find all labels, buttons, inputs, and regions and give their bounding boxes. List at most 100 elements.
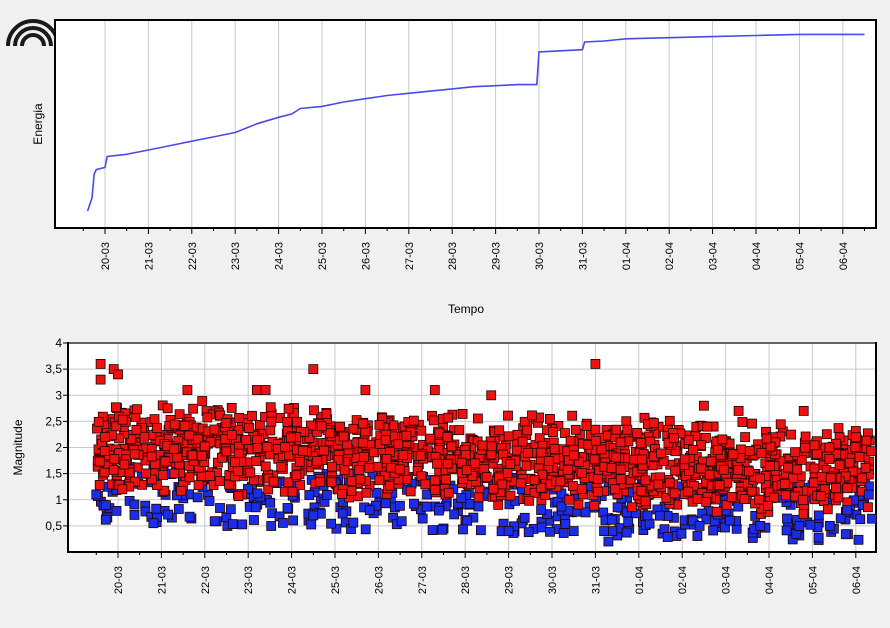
magnitude-point-red [374, 475, 385, 486]
magnitude-point-blue [98, 500, 109, 511]
magnitude-point-blue [107, 486, 118, 497]
magnitude-point-red [405, 486, 416, 497]
magnitude-point-red [821, 429, 832, 440]
magnitude-point-red [736, 458, 747, 469]
magnitude-point-red [470, 458, 480, 469]
magnitude-point-red [254, 433, 264, 444]
magnitude-point-red [714, 461, 725, 472]
magnitude-point-red [810, 449, 821, 460]
magnitude-point-red [197, 396, 208, 406]
magnitude-point-red [857, 473, 868, 484]
magnitude-point-blue [640, 511, 651, 522]
magnitude-point-red [225, 443, 235, 454]
magnitude-point-red [812, 448, 822, 459]
magnitude-point-red [619, 440, 630, 451]
magnitude-point-red [346, 481, 357, 492]
magnitude-point-red [175, 467, 186, 478]
magnitude-point-red [646, 417, 657, 428]
magnitude-point-red [681, 474, 691, 485]
magnitude-point-blue [638, 525, 649, 535]
magnitude-point-red [636, 486, 647, 496]
magnitude-point-red [594, 473, 605, 483]
magnitude-point-red [155, 458, 166, 469]
magnitude-point-red [617, 452, 628, 463]
magnitude-point-red [385, 480, 395, 491]
magnitude-point-blue [559, 514, 570, 525]
magnitude-point-red [389, 455, 400, 466]
magnitude-point-notable [117, 484, 128, 495]
magnitude-point-red [118, 443, 129, 454]
magnitude-point-red [796, 454, 807, 465]
magnitude-point-red [225, 422, 236, 433]
magnitude-point-red [351, 459, 362, 470]
magnitude-point-red [326, 461, 337, 472]
magnitude-point-red [192, 449, 203, 460]
magnitude-point-blue [632, 482, 643, 493]
magnitude-point-red [818, 457, 829, 468]
magnitude-point-blue [462, 515, 473, 526]
magnitude-point-red [527, 410, 537, 421]
magnitude-point-red [439, 464, 450, 475]
magnitude-point-red [480, 442, 491, 453]
magnitude-point-blue [670, 493, 681, 504]
magnitude-point-red [726, 491, 737, 502]
magnitude-point-red [92, 455, 103, 466]
magnitude-point-red [686, 479, 697, 490]
magnitude-point-blue [669, 512, 679, 523]
magnitude-point-red [268, 476, 279, 487]
magnitude-point-red [203, 438, 214, 449]
magnitude-point-red [286, 432, 296, 443]
magnitude-point-red [404, 438, 415, 449]
magnitude-y-axis-label: Magnitude [11, 419, 25, 475]
magnitude-point-red [721, 471, 731, 482]
magnitude-point-red [188, 403, 199, 414]
magnitude-point-red [126, 429, 137, 440]
magnitude-point-red [388, 445, 399, 456]
magnitude-point-red [106, 420, 117, 431]
magnitude-point-red [297, 444, 308, 455]
magnitude-point-red [447, 409, 458, 420]
magnitude-point-red [816, 442, 827, 453]
magnitude-point-red [860, 452, 870, 463]
magnitude-point-red [765, 441, 776, 452]
magnitude-point-red [214, 407, 224, 418]
magnitude-point-red [138, 446, 149, 457]
magnitude-point-red [800, 431, 811, 442]
magnitude-point-red [295, 449, 306, 460]
magnitude-point-red [855, 467, 866, 478]
magnitude-point-red [726, 466, 736, 477]
magnitude-point-blue [458, 524, 468, 535]
magnitude-point-red [244, 422, 255, 433]
magnitude-point-red [563, 477, 573, 488]
magnitude-point-red [93, 459, 104, 470]
magnitude-point-blue [843, 508, 854, 519]
magnitude-point-red [380, 434, 391, 445]
magnitude-point-red [645, 421, 656, 432]
magnitude-point-blue [501, 477, 512, 488]
magnitude-point-blue [346, 468, 357, 479]
magnitude-point-red [636, 469, 646, 480]
magnitude-point-red [402, 447, 412, 458]
magnitude-point-red [216, 423, 227, 433]
magnitude-point-red [705, 492, 715, 502]
magnitude-point-blue [857, 500, 868, 511]
magnitude-point-red [129, 405, 140, 416]
magnitude-point-red [381, 446, 392, 457]
magnitude-point-red [386, 462, 397, 473]
magnitude-point-blue [145, 477, 156, 488]
magnitude-point-red [691, 452, 702, 463]
magnitude-point-red [370, 444, 381, 455]
magnitude-point-red [621, 416, 632, 427]
magnitude-point-red [827, 473, 838, 484]
magnitude-point-blue [331, 523, 342, 534]
magnitude-point-red [537, 443, 547, 454]
magnitude-point-red [449, 439, 460, 450]
magnitude-point-red [608, 478, 619, 488]
magnitude-point-red [209, 473, 220, 484]
magnitude-point-red [435, 466, 445, 477]
magnitude-point-red [706, 456, 716, 467]
magnitude-point-red [207, 409, 218, 420]
magnitude-point-red [688, 460, 699, 470]
magnitude-point-red [224, 470, 235, 481]
magnitude-point-blue [427, 525, 438, 535]
